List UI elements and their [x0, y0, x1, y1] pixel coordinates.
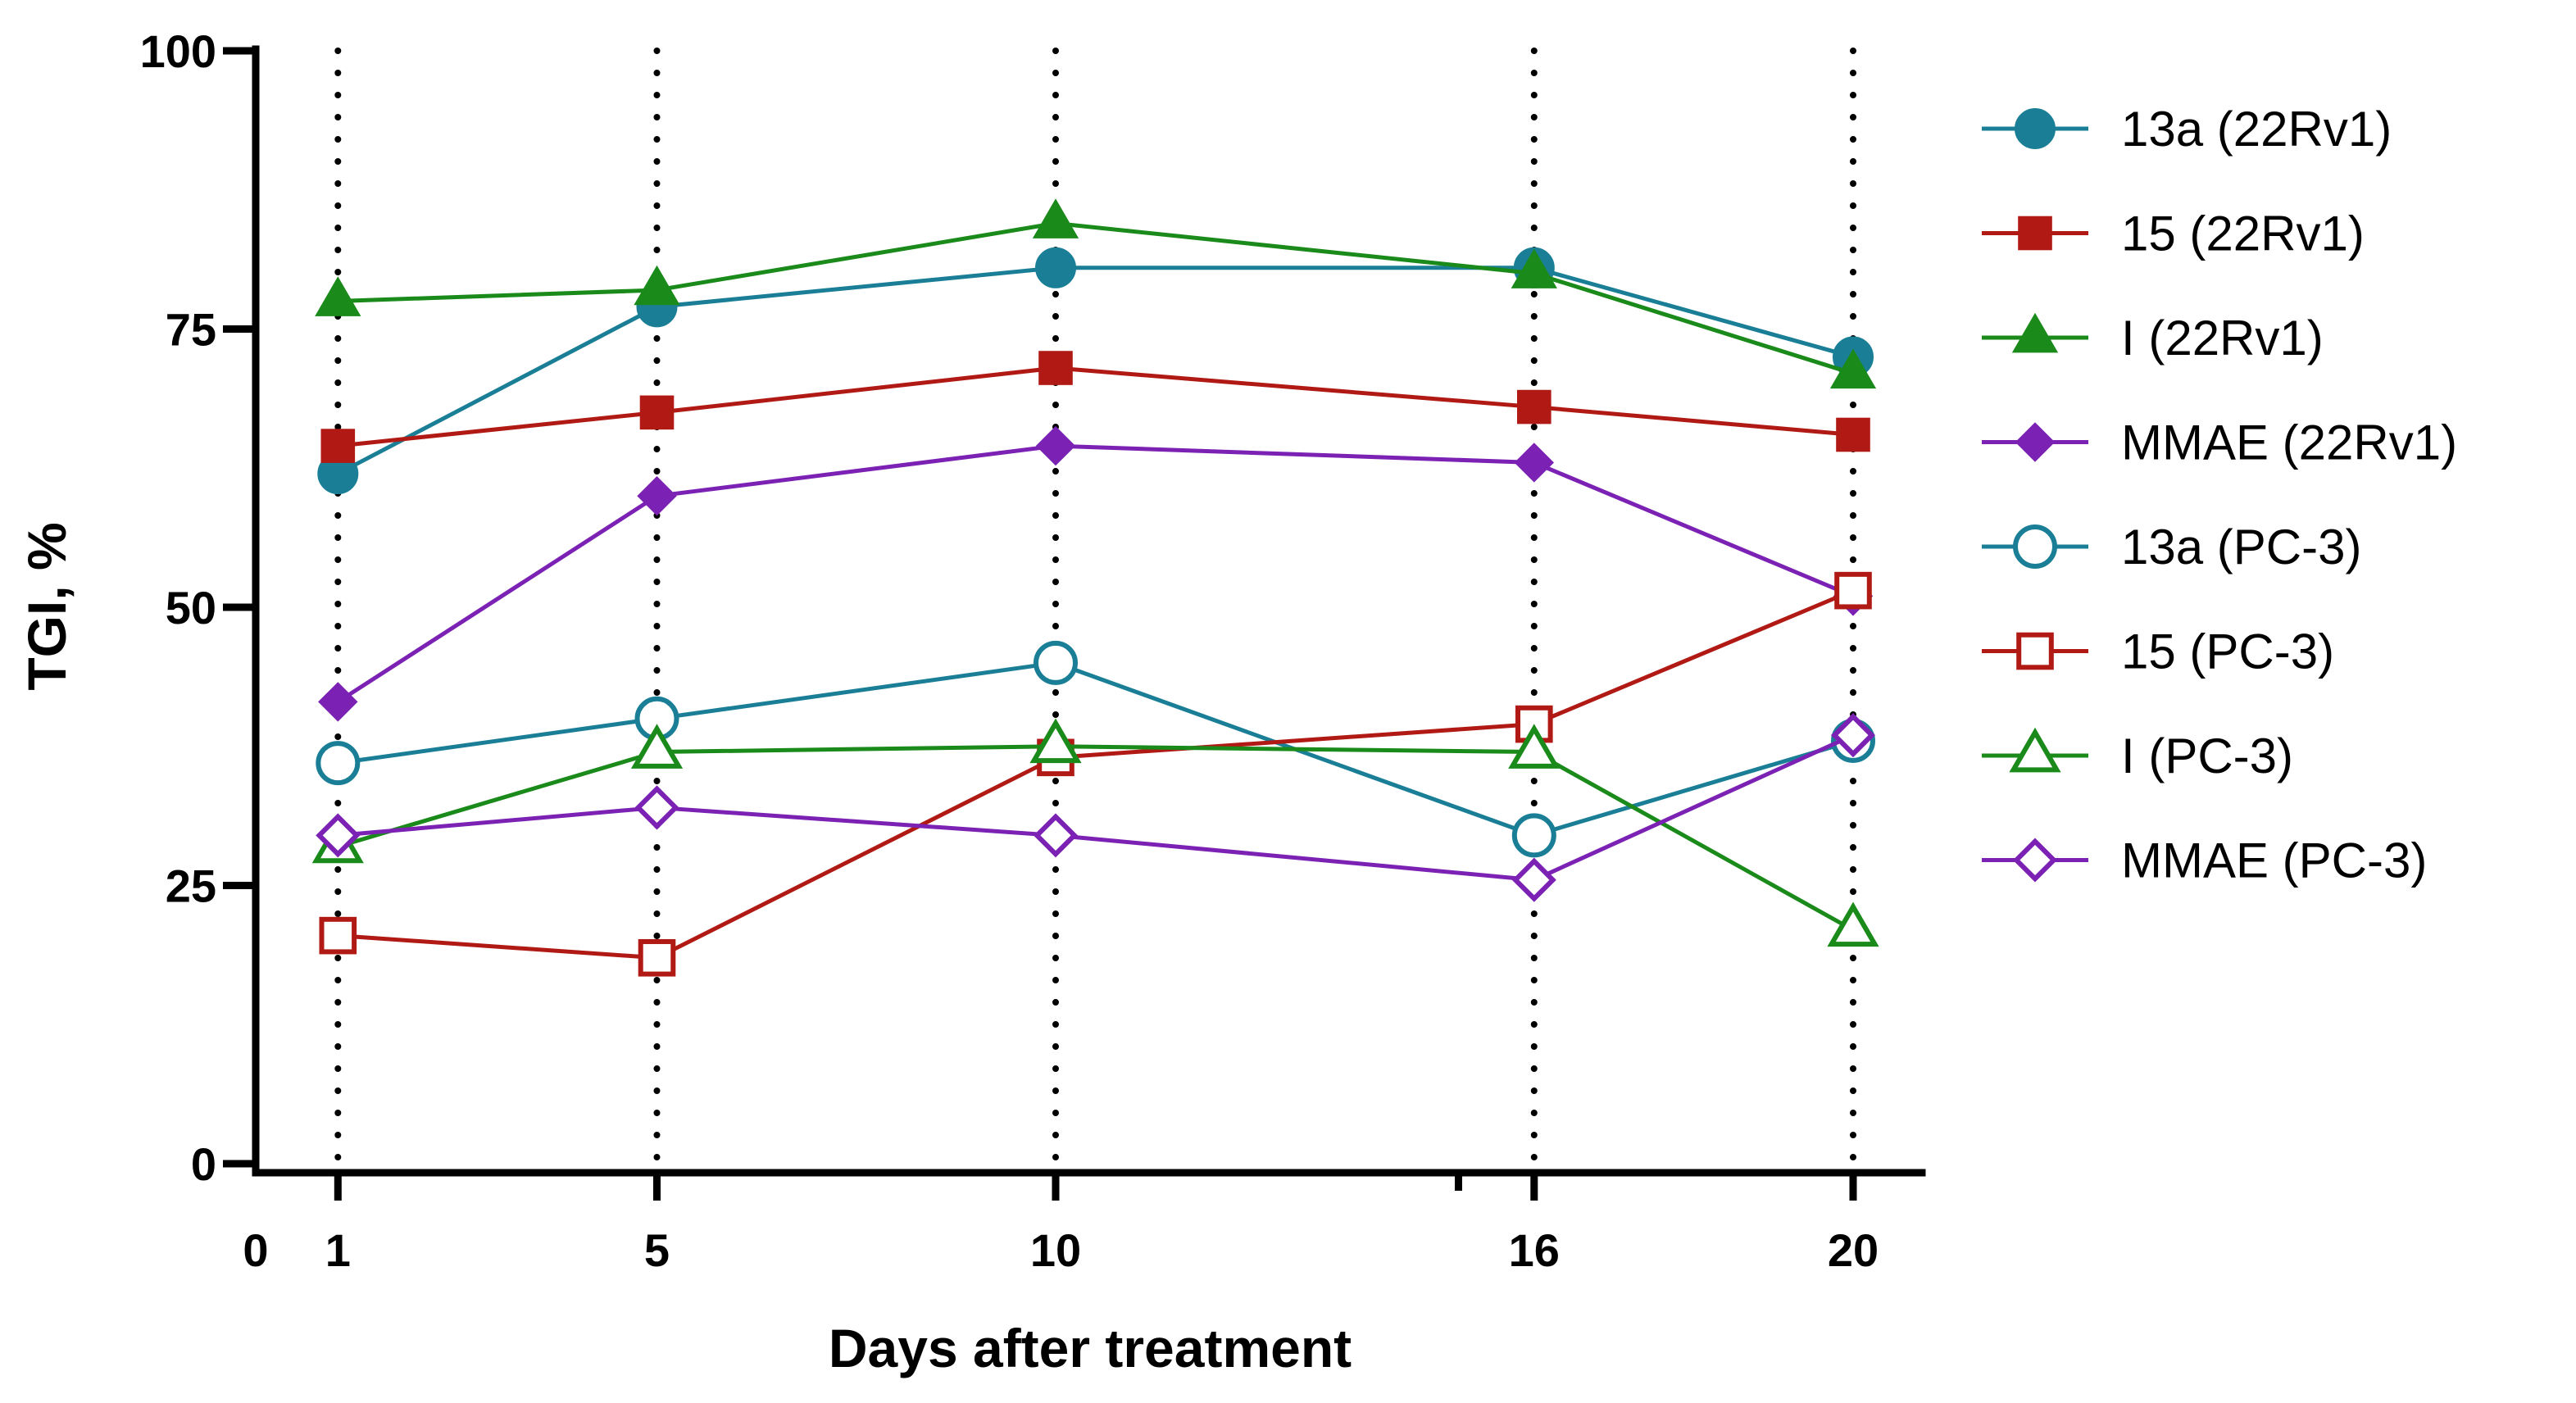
series-group	[311, 198, 1879, 977]
data-point	[634, 785, 679, 830]
data-point	[1517, 389, 1552, 425]
legend-label: 13a (22Rv1)	[2121, 102, 2392, 157]
legend-item: I (PC-3)	[1982, 727, 2293, 783]
data-point	[1029, 718, 1082, 764]
legend-item: 13a (PC-3)	[1982, 520, 2361, 574]
data-point	[1035, 425, 1076, 466]
data-point	[1034, 640, 1078, 685]
data-point	[1038, 351, 1073, 385]
series-15-pc-3	[319, 571, 1872, 977]
legend-item: MMAE (PC-3)	[1982, 833, 2427, 888]
legend-marker	[2012, 838, 2058, 883]
series-13a-pc-3	[316, 640, 1875, 858]
x-tick-label: 16	[1509, 1224, 1560, 1276]
data-point	[316, 813, 361, 858]
data-point	[637, 475, 677, 516]
data-point	[634, 265, 680, 306]
legend-item: 15 (PC-3)	[1982, 624, 2334, 679]
axes	[252, 45, 1926, 1177]
legend-item: MMAE (22Rv1)	[1982, 415, 2457, 470]
series-line	[338, 220, 1854, 376]
y-tick-label: 100	[140, 25, 216, 77]
x-tick-label: 5	[644, 1224, 670, 1276]
data-point	[315, 276, 361, 316]
data-point	[1834, 571, 1872, 610]
legend-label: MMAE (PC-3)	[2121, 833, 2427, 888]
y-tick-label: 75	[166, 304, 216, 356]
y-tick-label: 25	[166, 860, 216, 912]
legend-label: 13a (PC-3)	[2121, 520, 2361, 574]
data-point	[1829, 348, 1877, 389]
x-tick-label: 0	[243, 1224, 268, 1276]
legend-marker	[2009, 727, 2061, 773]
legend-marker	[2015, 108, 2056, 149]
data-point	[1032, 198, 1079, 238]
legend-marker	[2013, 524, 2057, 569]
legend-item: 13a (22Rv1)	[1982, 102, 2392, 157]
series-15-22rv1	[320, 351, 1870, 463]
legend-marker	[2016, 632, 2054, 670]
legend-marker	[2015, 422, 2056, 462]
data-point	[1836, 417, 1870, 452]
data-point	[319, 916, 357, 955]
data-point	[316, 741, 361, 786]
data-point	[1830, 713, 1876, 758]
x-tick-label: 20	[1828, 1224, 1879, 1276]
y-tick-label: 0	[191, 1138, 216, 1190]
data-point	[1827, 901, 1879, 947]
legend-item: 15 (22Rv1)	[1982, 207, 2365, 261]
data-point	[1511, 248, 1557, 288]
series-i-22rv1	[315, 198, 1877, 389]
legend-label: I (PC-3)	[2121, 729, 2293, 783]
data-point	[1511, 857, 1556, 902]
data-point	[1033, 813, 1079, 858]
ticks: 0 25 50 75 100 0 1 5 10 16 20	[140, 25, 1879, 1276]
legend-marker	[2011, 312, 2059, 353]
data-point	[630, 724, 684, 769]
x-axis-title: Days after treatment	[829, 1318, 1352, 1378]
series-i-pc-3	[311, 718, 1879, 947]
data-point	[638, 938, 676, 977]
series-mmae-pc-3	[316, 713, 1876, 902]
legend-marker	[2018, 216, 2052, 251]
series-line	[338, 366, 1854, 448]
legend-label: 15 (22Rv1)	[2121, 207, 2365, 261]
data-point	[639, 395, 675, 430]
data-point	[1508, 724, 1561, 769]
data-point	[1514, 443, 1555, 483]
y-tick-label: 50	[166, 582, 216, 633]
y-axis-title: TGI, %	[16, 522, 77, 690]
legend-label: 15 (PC-3)	[2121, 624, 2334, 679]
series-line	[336, 443, 1854, 704]
x-tick-label: 1	[325, 1224, 351, 1276]
legend: 13a (22Rv1) 15 (22Rv1) I (22Rv1) MMAE (22Rv…	[1982, 102, 2457, 888]
x-tick-label: 10	[1030, 1224, 1081, 1276]
data-point	[318, 682, 358, 722]
data-point	[320, 429, 356, 463]
series-line	[337, 661, 1854, 838]
reference-lines	[334, 48, 1856, 1167]
legend-label: MMAE (22Rv1)	[2121, 415, 2457, 470]
data-point	[1511, 813, 1556, 858]
legend-label: I (22Rv1)	[2121, 311, 2324, 366]
series-line	[338, 588, 1854, 960]
legend-item: I (22Rv1)	[1982, 311, 2324, 366]
data-point	[1035, 247, 1076, 288]
